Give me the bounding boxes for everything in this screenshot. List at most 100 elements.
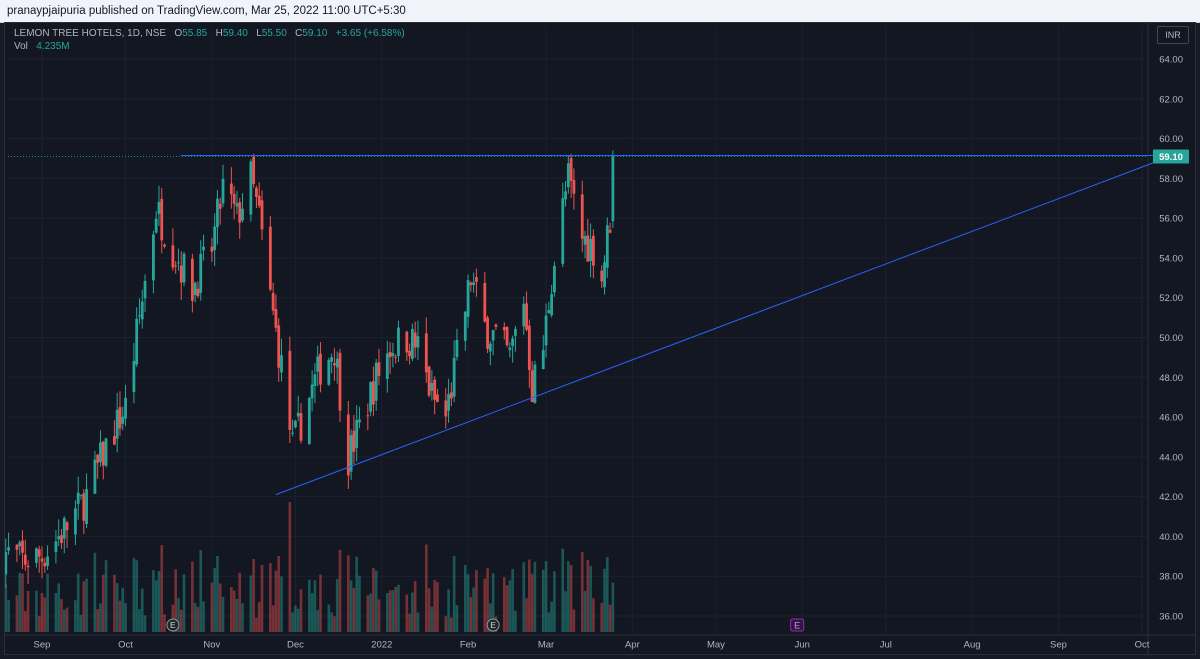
candle-body — [572, 179, 576, 194]
candle-body — [466, 280, 470, 317]
price-tick-label: 46.00 — [1159, 413, 1183, 424]
volume-bar — [372, 567, 375, 632]
candle-body — [589, 238, 593, 261]
volume-bar — [37, 615, 41, 632]
candle-body — [271, 292, 275, 311]
candle-body — [21, 540, 24, 553]
symbol-legend: LEMON TREE HOTELS, 1D, NSE O55.85 H59.40… — [14, 27, 405, 53]
candle-body — [291, 432, 295, 434]
volume-bar — [514, 610, 517, 632]
candle-body — [472, 282, 476, 286]
volume-bar — [522, 562, 526, 632]
volume-bar — [124, 603, 127, 632]
volume-bar — [57, 583, 61, 632]
publisher-bar: pranaypjaipuria published on TradingView… — [0, 0, 1200, 23]
candle-body — [525, 303, 528, 330]
time-tick-label: Aug — [964, 640, 981, 651]
volume-bar — [511, 569, 514, 632]
volume-bar — [160, 545, 164, 632]
volume-bar — [316, 610, 319, 632]
candle-body — [527, 325, 531, 370]
candle-body — [182, 253, 186, 283]
candle-body — [157, 201, 161, 214]
volume-bar — [104, 560, 108, 632]
volume-bar — [338, 549, 342, 632]
price-chart[interactable]: 64.00 62.00 60.00 58.00 56.00 54.00 52.00 50.00… — [5, 23, 1195, 654]
candle-body — [605, 225, 609, 268]
candle-body — [76, 492, 80, 504]
earnings-marker-label: E — [170, 620, 176, 630]
volume-bar — [427, 588, 431, 632]
volume-bar — [269, 563, 272, 632]
volume-bar — [216, 555, 219, 632]
candle-body — [591, 235, 595, 266]
ohlc-row: LEMON TREE HOTELS, 1D, NSE O55.85 H59.40… — [14, 27, 405, 40]
price-tick-label: 64.00 — [1159, 55, 1183, 66]
volume-bar — [413, 581, 417, 632]
time-tick-label: Oct — [118, 640, 133, 651]
candle-body — [7, 547, 10, 551]
candle-body — [132, 360, 136, 392]
change-value: +3.65 (+6.58%) — [335, 28, 405, 39]
volume-bar — [333, 616, 336, 632]
candle-body — [235, 203, 239, 207]
volume-bar — [455, 605, 459, 632]
volume-bar — [260, 565, 264, 632]
volume-bar — [238, 572, 242, 632]
candle-body — [268, 226, 272, 290]
chart-area[interactable]: 64.00 62.00 60.00 58.00 56.00 54.00 52.00 50.00… — [4, 22, 1196, 655]
candle-body — [5, 552, 8, 575]
candle-body — [358, 419, 361, 423]
volume-bar — [553, 571, 556, 632]
candle-body — [352, 430, 356, 452]
volume-bar — [62, 609, 66, 632]
volume-bar — [567, 561, 570, 632]
volume-bar — [96, 609, 99, 632]
volume-bar — [586, 559, 590, 632]
earnings-marker-label: E — [490, 620, 496, 630]
volume-bar — [291, 612, 294, 632]
volume-bar — [533, 561, 537, 632]
volume-bar — [18, 572, 22, 632]
volume-bar — [7, 599, 10, 632]
candle-body — [101, 441, 105, 466]
candle-body — [74, 508, 77, 535]
volume-bar — [288, 502, 292, 632]
candle-body — [135, 318, 139, 365]
volume-bar — [93, 552, 97, 632]
candle-body — [603, 262, 606, 288]
candle-body — [475, 277, 478, 282]
high-value: 59.40 — [222, 28, 248, 39]
earnings-marker-icon — [166, 618, 180, 632]
candle-body — [346, 414, 350, 476]
volume-bar — [182, 574, 186, 632]
candle-body — [160, 198, 164, 241]
candle-body — [486, 317, 489, 349]
candle-body — [483, 283, 487, 322]
candle-body — [371, 381, 375, 405]
candle-body — [405, 331, 409, 353]
volume-bar — [600, 602, 604, 632]
volume-bar — [271, 605, 275, 632]
currency-button[interactable]: INR — [1157, 26, 1189, 44]
volume-bar — [447, 589, 450, 632]
candle-body — [508, 347, 512, 351]
candle-body — [553, 265, 556, 293]
price-tick-label: 50.00 — [1159, 333, 1183, 344]
volume-bar — [491, 573, 495, 632]
candle-body — [249, 161, 253, 215]
volume-bar — [450, 617, 453, 632]
volume-bar — [608, 604, 612, 632]
volume-bar — [391, 590, 395, 632]
candle-body — [171, 245, 175, 268]
volume-bar — [611, 582, 615, 632]
open-label: O — [174, 28, 183, 39]
price-tick-label: 40.00 — [1159, 532, 1183, 543]
volume-bar — [561, 548, 565, 632]
candle-body — [151, 234, 155, 281]
volume-bar — [213, 567, 216, 632]
candle-body — [65, 522, 69, 531]
candle-body — [330, 357, 334, 362]
candle-body — [327, 359, 331, 385]
candle-body — [121, 416, 125, 424]
